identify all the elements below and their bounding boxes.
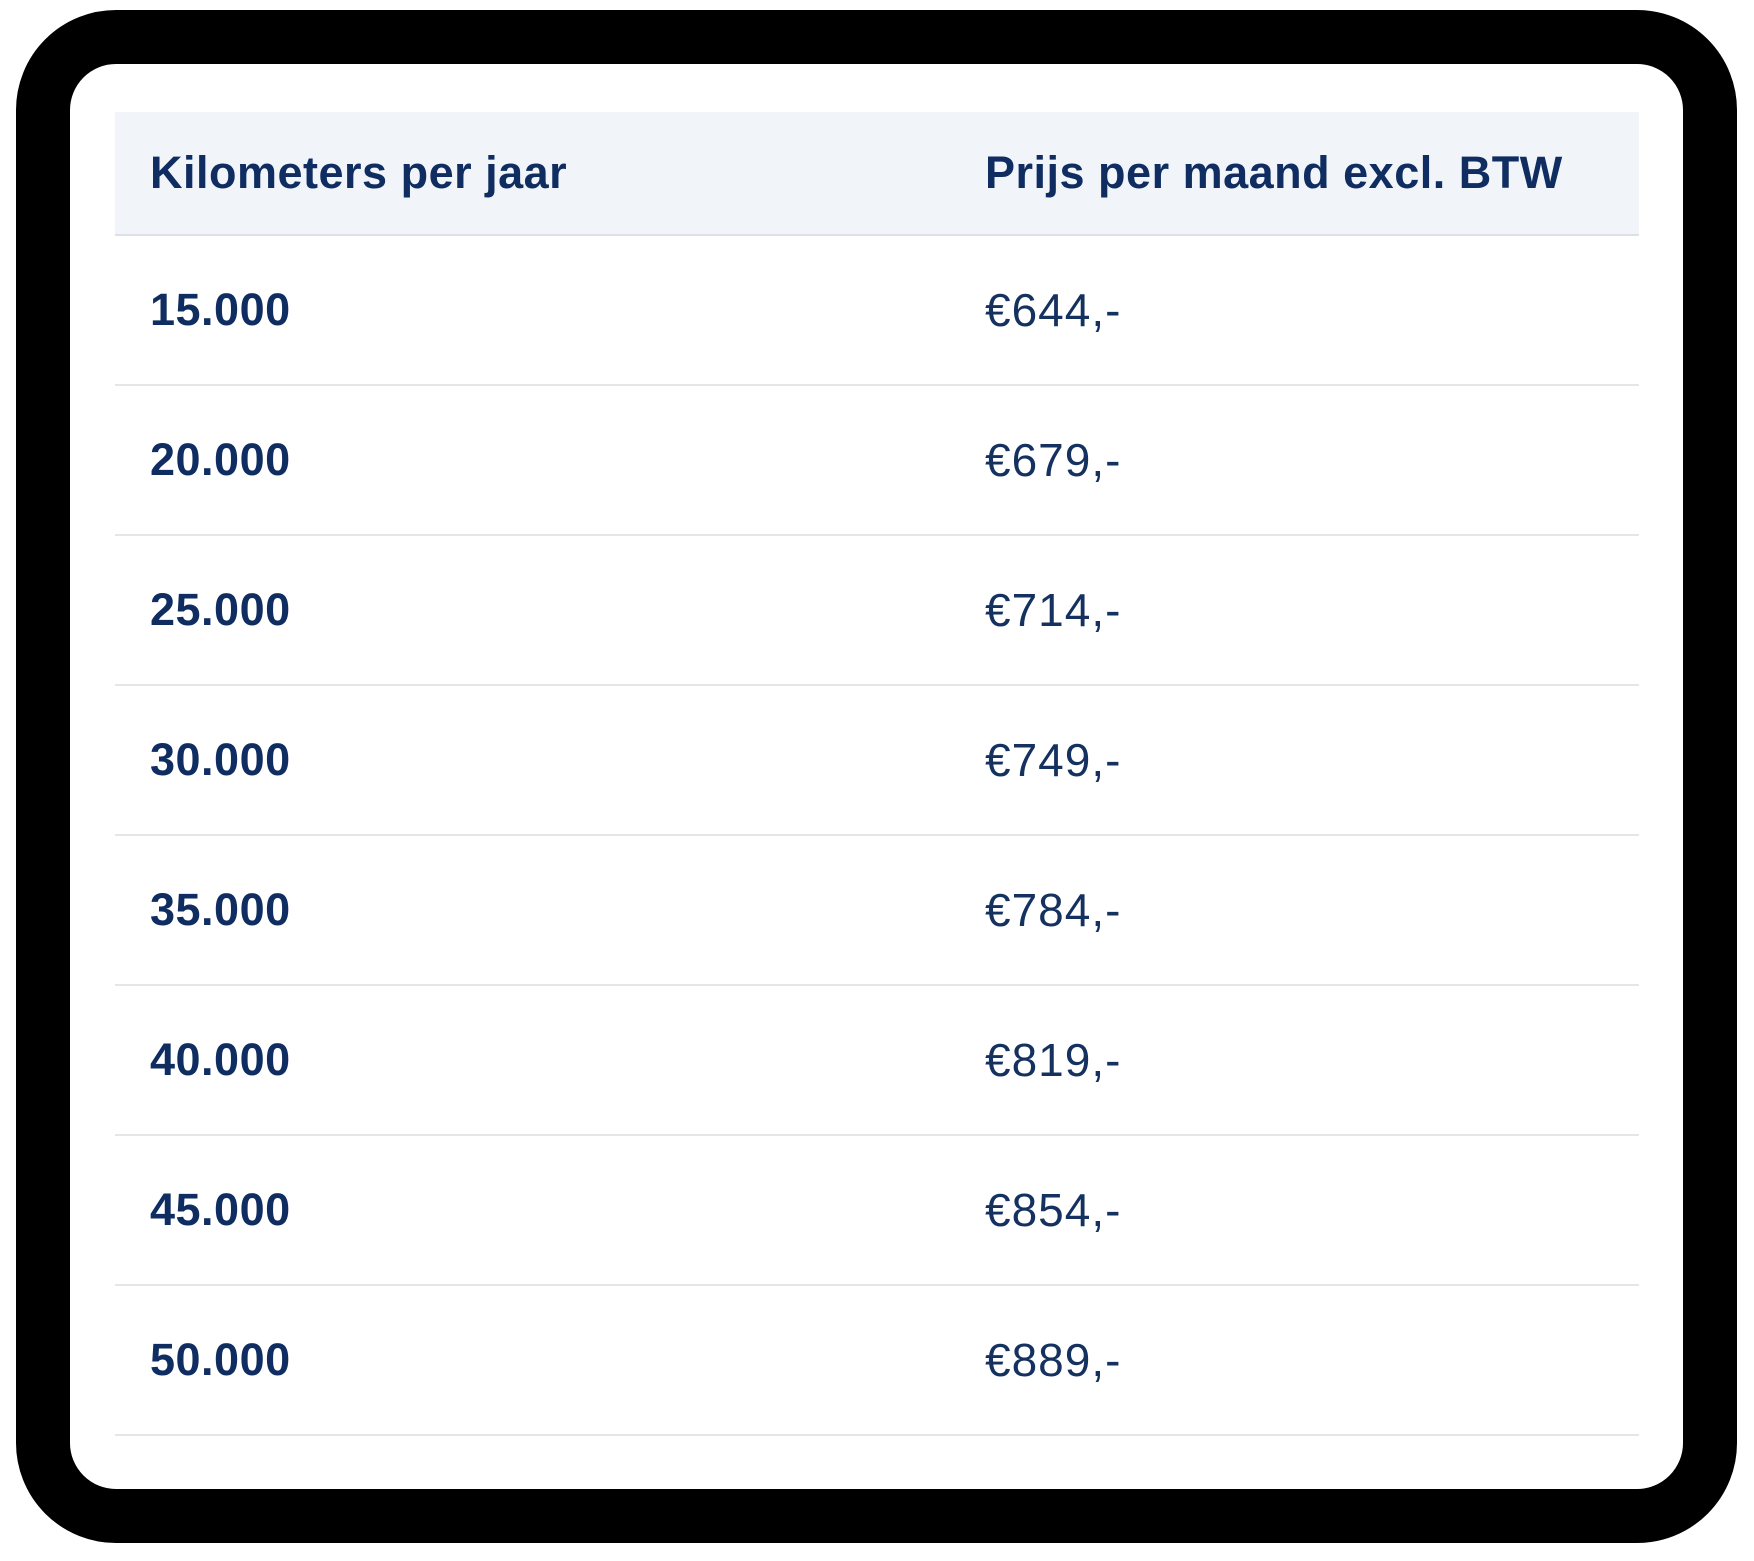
km-value: 25.000 (150, 584, 291, 635)
price-value: €644,- (985, 284, 1122, 336)
table-footer-spacer (115, 1436, 1639, 1489)
km-value: 50.000 (150, 1334, 291, 1385)
table-row: 30.000 €749,- (115, 686, 1639, 836)
table-row: 20.000 €679,- (115, 386, 1639, 536)
column-header-kilometers: Kilometers per jaar (150, 147, 568, 198)
pricing-table: Kilometers per jaar Prijs per maand excl… (115, 112, 1639, 1489)
price-value: €784,- (985, 884, 1122, 936)
table-row: 15.000 €644,- (115, 236, 1639, 386)
price-value: €714,- (985, 584, 1122, 636)
table-row: 35.000 €784,- (115, 836, 1639, 986)
km-value: 20.000 (150, 434, 291, 485)
black-rounded-frame: Kilometers per jaar Prijs per maand excl… (16, 10, 1737, 1543)
column-header-price: Prijs per maand excl. BTW (985, 147, 1563, 198)
km-value: 45.000 (150, 1184, 291, 1235)
table-row: 25.000 €714,- (115, 536, 1639, 686)
km-value: 15.000 (150, 284, 291, 335)
km-value: 35.000 (150, 884, 291, 935)
price-value: €679,- (985, 434, 1122, 486)
price-value: €749,- (985, 734, 1122, 786)
price-value: €889,- (985, 1334, 1122, 1386)
price-value: €854,- (985, 1184, 1122, 1236)
table-row: 40.000 €819,- (115, 986, 1639, 1136)
table-row: 45.000 €854,- (115, 1136, 1639, 1286)
km-value: 40.000 (150, 1034, 291, 1085)
km-value: 30.000 (150, 734, 291, 785)
table-header-row: Kilometers per jaar Prijs per maand excl… (115, 112, 1639, 236)
price-value: €819,- (985, 1034, 1122, 1086)
table-row: 50.000 €889,- (115, 1286, 1639, 1436)
